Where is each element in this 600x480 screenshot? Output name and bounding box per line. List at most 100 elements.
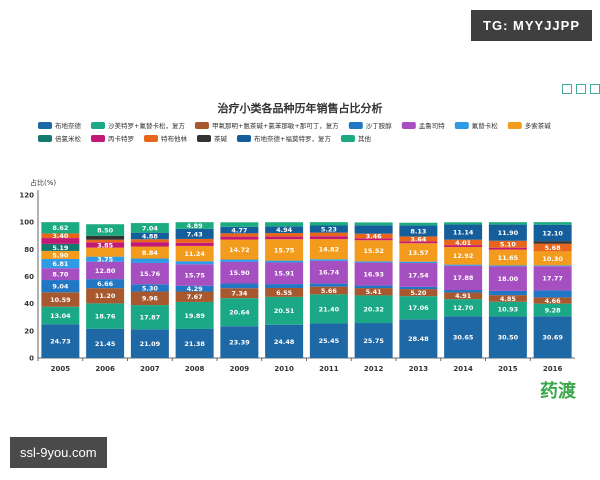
data-label: 30.69 xyxy=(542,334,563,342)
data-label: 30.50 xyxy=(498,334,519,342)
bar-segment xyxy=(399,263,438,287)
bar-segment xyxy=(354,262,393,286)
legend-item: 其他 xyxy=(340,134,371,143)
bar-segment xyxy=(399,225,438,237)
bar-segment xyxy=(130,223,169,233)
bar-segment xyxy=(220,326,259,358)
bars: 24.7313.0410.599.048.706.815.905.193.408… xyxy=(41,222,572,358)
bar-segment xyxy=(130,239,169,243)
bar-segment xyxy=(488,249,527,266)
legend-swatch xyxy=(197,135,211,142)
data-label: 8.50 xyxy=(97,226,114,234)
bar-segment xyxy=(86,261,125,280)
bar-segment xyxy=(265,262,304,285)
data-label: 15.91 xyxy=(274,270,295,278)
bar-segment xyxy=(265,233,304,237)
bar-segment xyxy=(220,233,259,237)
bar-segment xyxy=(175,242,214,246)
x-tick-label: 2015 xyxy=(498,365,518,373)
bar-segment xyxy=(309,239,348,260)
bar-segment xyxy=(488,290,527,296)
data-label: 4.89 xyxy=(187,222,204,230)
bar-segment xyxy=(533,224,572,242)
download-icon[interactable] xyxy=(576,84,586,94)
bar-segment xyxy=(488,316,527,358)
bar-segment xyxy=(265,226,304,234)
data-label: 12.80 xyxy=(95,267,116,275)
bar-segment xyxy=(533,303,572,317)
legend-item: 多索茶碱 xyxy=(507,121,552,130)
bar-segment xyxy=(309,225,348,233)
data-label: 16.93 xyxy=(363,270,384,278)
bar-segment xyxy=(41,324,80,358)
bar-stack: 28.48 17.06 5.20 17.54 13.57 3.648.13 xyxy=(399,222,438,358)
data-label: 9.96 xyxy=(142,295,159,303)
data-label: 4.94 xyxy=(276,226,293,234)
bar-segment xyxy=(265,284,304,288)
bar-segment xyxy=(86,256,125,262)
legend-label: 孟鲁司特 xyxy=(419,121,446,130)
bar-segment xyxy=(86,303,125,329)
bar-segment xyxy=(354,222,393,226)
data-label: 17.87 xyxy=(140,314,161,322)
save-icon[interactable] xyxy=(562,84,572,94)
bar-segment xyxy=(354,225,393,234)
data-label: 4.77 xyxy=(231,226,247,234)
bar-segment xyxy=(533,266,572,291)
bar-segment xyxy=(444,245,483,248)
data-label: 9.28 xyxy=(545,306,562,314)
bar-segment xyxy=(488,295,527,302)
data-label: 4.66 xyxy=(545,297,562,305)
bar-stack: 30.50 10.93 4.85 18.00 11.65 5.10 11.90 xyxy=(488,222,527,358)
legend-item: 布地奈德+福莫特罗，复方 xyxy=(237,134,331,143)
bar-segment xyxy=(86,288,125,304)
refresh-icon[interactable] xyxy=(590,84,600,94)
legend-swatch xyxy=(507,122,522,129)
bar-segment xyxy=(41,238,80,244)
bar-segment xyxy=(488,247,527,250)
y-tick-label: 100 xyxy=(19,219,34,227)
data-label: 28.48 xyxy=(408,335,429,343)
x-tick-label: 2007 xyxy=(140,365,160,373)
legend-item: 布地奈德 xyxy=(38,121,82,130)
bar-segment xyxy=(354,323,393,358)
bar-segment xyxy=(309,283,348,287)
bar-segment xyxy=(309,286,348,295)
y-tick-label: 40 xyxy=(24,300,34,308)
data-label: 7.34 xyxy=(231,290,248,298)
bar-segment xyxy=(175,238,214,243)
data-label: 13.04 xyxy=(50,312,71,320)
data-label: 11.65 xyxy=(498,254,519,262)
bar-segment xyxy=(130,258,169,263)
bar-segment xyxy=(41,306,80,325)
bar-segment xyxy=(444,239,483,246)
bar-segment xyxy=(86,235,125,240)
bar-stack: 24.48 20.51 6.55 15.91 15.75 4.94 xyxy=(265,222,304,358)
bar-segment xyxy=(488,222,527,225)
watermark-logo: 药渡 xyxy=(540,381,576,402)
legend-label: 多索茶碱 xyxy=(525,121,552,130)
bar-segment xyxy=(220,261,259,284)
data-label: 12.92 xyxy=(453,252,474,260)
bar-segment xyxy=(265,236,304,240)
data-label: 4.91 xyxy=(455,292,472,300)
bar-segment xyxy=(130,232,169,240)
x-tick-label: 2016 xyxy=(543,365,563,373)
bar-segment xyxy=(309,259,348,261)
bar-segment xyxy=(86,224,125,236)
bar-segment xyxy=(533,251,572,266)
data-label: 30.65 xyxy=(453,334,474,342)
data-label: 5.68 xyxy=(545,244,562,252)
x-tick-label: 2013 xyxy=(409,365,429,373)
bar-segment xyxy=(175,328,214,358)
legend-item: 特布他林 xyxy=(144,134,188,143)
bar-segment xyxy=(399,286,438,290)
bar-segment xyxy=(488,240,527,248)
bar-segment xyxy=(86,247,125,257)
data-label: 21.45 xyxy=(95,340,116,348)
legend-swatch xyxy=(340,135,355,142)
bar-segment xyxy=(309,260,348,284)
bar-stack: 25.75 20.32 5.41 16.93 15.52 3.46 xyxy=(354,222,393,358)
legend-item: 倍氯米松 xyxy=(38,134,82,143)
data-label: 19.89 xyxy=(184,312,205,320)
